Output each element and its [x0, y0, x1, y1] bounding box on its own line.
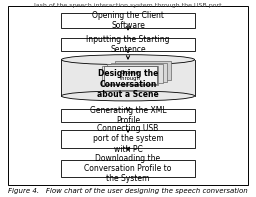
FancyBboxPatch shape: [61, 160, 195, 177]
Text: Designing the
Conversation
about a Scene: Designing the Conversation about a Scene: [97, 69, 159, 99]
Text: lash of the speech interaction system through the USB port: lash of the speech interaction system th…: [34, 3, 222, 8]
FancyBboxPatch shape: [107, 64, 163, 83]
Text: Inputting the Starting
Sentence: Inputting the Starting Sentence: [86, 35, 170, 54]
FancyBboxPatch shape: [102, 66, 158, 85]
Ellipse shape: [61, 91, 195, 101]
Ellipse shape: [61, 55, 195, 65]
Text: Downloading the
Conversation Profile to
the System: Downloading the Conversation Profile to …: [84, 153, 172, 183]
FancyBboxPatch shape: [111, 63, 167, 82]
Text: Opening the Client
Software: Opening the Client Software: [92, 11, 164, 30]
Text: Browse
through: Browse through: [120, 70, 141, 81]
FancyBboxPatch shape: [61, 38, 195, 51]
Text: Generating the XML
Profile: Generating the XML Profile: [90, 106, 166, 125]
FancyBboxPatch shape: [61, 13, 195, 28]
FancyBboxPatch shape: [8, 6, 248, 185]
Text: Connecting USB
port of the system
with PC: Connecting USB port of the system with P…: [93, 124, 163, 154]
FancyBboxPatch shape: [61, 109, 195, 122]
FancyBboxPatch shape: [61, 130, 195, 148]
FancyBboxPatch shape: [104, 66, 157, 85]
Bar: [61, 60, 195, 96]
Text: Figure 4.   Flow chart of the user designing the speech conversation: Figure 4. Flow chart of the user designi…: [8, 188, 248, 194]
FancyBboxPatch shape: [115, 61, 171, 80]
